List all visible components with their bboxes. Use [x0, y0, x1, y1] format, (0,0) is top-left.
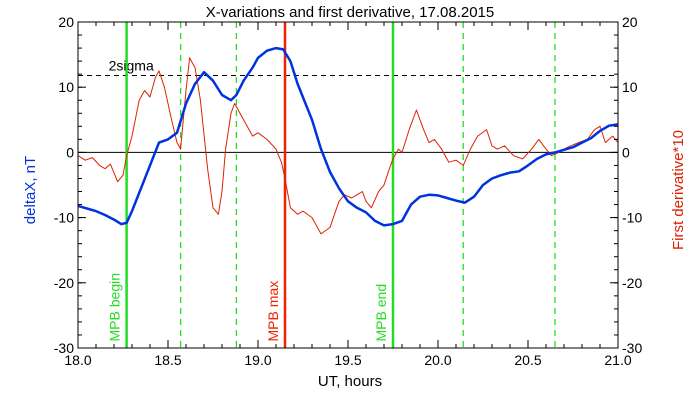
x-tick-label-6: 21.0: [604, 352, 631, 368]
marker-label-1: MPB max: [265, 281, 281, 342]
series-line-deltax: [77, 46, 619, 227]
y-axis-label-left: deltaX, nT: [22, 156, 39, 224]
y-tick-label-left-3: 0: [66, 144, 74, 160]
y-tick-label-left-4: 10: [58, 79, 74, 95]
series-line-derivative: [77, 57, 619, 235]
x-tick-label-1: 18.5: [154, 352, 181, 368]
y-tick-label-right-2: -10: [622, 210, 642, 226]
y-tick-label-left-2: -10: [54, 210, 74, 226]
y-tick-label-left-0: -30: [54, 340, 74, 356]
x-tick-label-4: 20.0: [424, 352, 451, 368]
marker-label-0: MPB begin: [107, 273, 123, 341]
y-tick-label-right-4: 10: [622, 79, 638, 95]
x-tick-label-5: 20.5: [514, 352, 541, 368]
y-tick-label-right-1: -20: [622, 275, 642, 291]
x-tick-label-3: 19.5: [334, 352, 361, 368]
y-tick-label-right-0: -30: [622, 340, 642, 356]
y-tick-label-right-3: 0: [622, 144, 630, 160]
marker-label-2: MPB end: [373, 284, 389, 342]
sigma-label: 2sigma: [109, 57, 154, 73]
x-tick-label-2: 19.0: [244, 352, 271, 368]
y-tick-label-left-5: 20: [58, 14, 74, 30]
x-tick-label-0: 18.0: [64, 352, 91, 368]
y-axis-label-right: First derivative*10: [670, 130, 687, 250]
plot-layer: 2sigma MPB begin MPB max MPB end 18.0 18.5 19.…: [54, 14, 643, 368]
y-tick-label-left-1: -20: [54, 275, 74, 291]
y-tick-label-right-5: 20: [622, 14, 638, 30]
x-axis-label: UT, hours: [318, 373, 382, 390]
chart-title: X-variations and first derivative, 17.08…: [206, 4, 495, 21]
